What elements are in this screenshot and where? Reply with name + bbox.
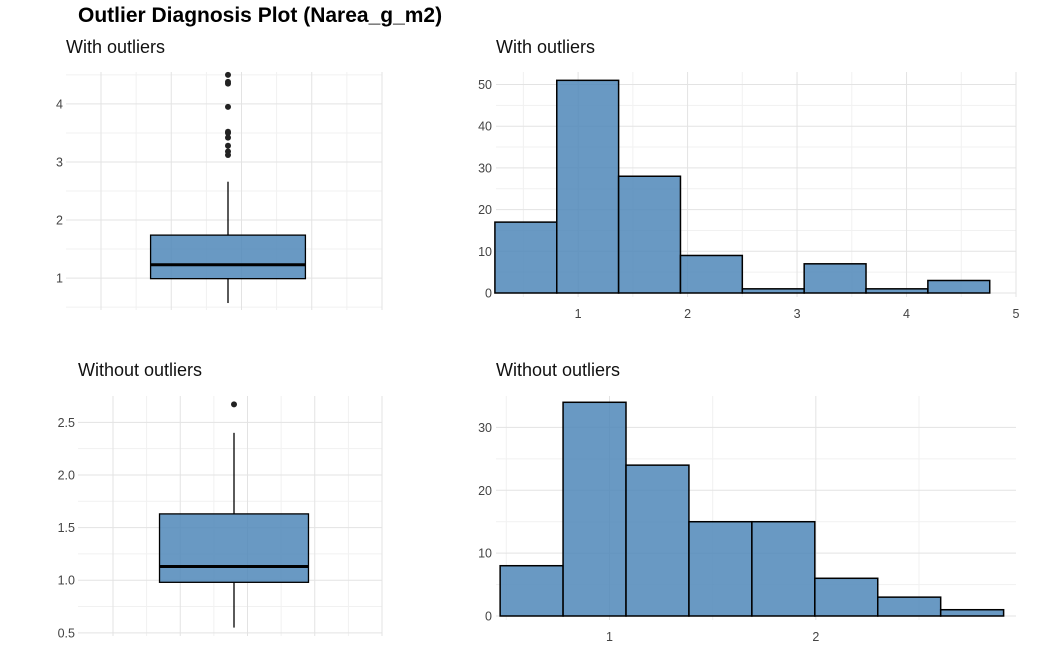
- y-tick-label: 10: [478, 245, 492, 259]
- boxplot-with-outliers-panel: 1 2 3 4 With outliers: [56, 37, 383, 310]
- outlier-point: [225, 128, 231, 135]
- histogram-bar: [865, 288, 929, 294]
- y-tick-label: 0: [485, 287, 492, 301]
- histogram-with-outliers-panel: 0 10 20 30 40 50 1 2 3 4 5 With outliers: [478, 37, 1019, 321]
- x-tick-label: 4: [903, 307, 910, 321]
- outlier-point: [225, 78, 231, 85]
- histogram-bar: [939, 608, 1005, 617]
- plot-area: 1 2 3 4: [56, 71, 383, 310]
- y-tick-label: 20: [478, 484, 492, 498]
- x-tick-label: 2: [812, 630, 819, 644]
- plot-area: 0 10 20 30 1 2: [478, 396, 1016, 644]
- panel-title: With outliers: [496, 37, 595, 57]
- histogram-bar: [927, 279, 991, 294]
- histogram-bar: [751, 520, 816, 617]
- panel-title: Without outliers: [78, 360, 202, 380]
- iqr-box: [158, 513, 310, 583]
- plot-area: 0 10 20 30 40 50 1 2 3 4 5: [478, 72, 1020, 321]
- iqr-box: [149, 234, 307, 280]
- y-tick-label: 0.5: [58, 626, 75, 640]
- histogram-bar: [499, 564, 564, 617]
- y-tick-label: 20: [478, 203, 492, 217]
- histogram-bar: [814, 577, 879, 617]
- histogram-bar: [679, 254, 744, 294]
- histogram-bar: [876, 596, 942, 617]
- histogram-bar: [494, 221, 558, 294]
- outlier-point: [225, 148, 231, 155]
- outlier-point: [225, 103, 231, 110]
- figure-title: Outlier Diagnosis Plot (Narea_g_m2): [78, 4, 442, 27]
- histogram-bar: [556, 79, 620, 294]
- y-tick-label: 10: [478, 547, 492, 561]
- y-tick-label: 1: [56, 272, 63, 286]
- y-tick-label: 40: [478, 120, 492, 134]
- x-tick-label: 1: [606, 630, 613, 644]
- boxplot-without-outliers-panel: 0.5 1.0 1.5 2.0 2.5 Without outliers: [58, 360, 383, 640]
- histogram-without-outliers-panel: 0 10 20 30 1 2 Without outliers: [478, 360, 1016, 644]
- y-tick-label: 2.0: [58, 468, 75, 482]
- histogram-bar: [741, 288, 805, 294]
- histogram-bar: [562, 401, 627, 617]
- panel-title: Without outliers: [496, 360, 620, 380]
- y-tick-label: 50: [478, 78, 492, 92]
- y-tick-label: 1.5: [58, 521, 75, 535]
- outlier-point: [225, 71, 231, 78]
- x-tick-label: 5: [1013, 307, 1020, 321]
- y-tick-label: 30: [478, 421, 492, 435]
- y-tick-label: 3: [56, 155, 63, 169]
- x-tick-label: 2: [684, 307, 691, 321]
- plot-area: 0.5 1.0 1.5 2.0 2.5: [58, 396, 383, 640]
- y-tick-label: 1.0: [58, 574, 75, 588]
- histogram-bar: [625, 464, 690, 617]
- y-tick-label: 2: [56, 214, 63, 228]
- y-tick-label: 2.5: [58, 416, 75, 430]
- y-tick-label: 4: [56, 97, 63, 111]
- outlier-point: [231, 401, 237, 408]
- y-tick-label: 30: [478, 161, 492, 175]
- x-tick-label: 1: [575, 307, 582, 321]
- outlier-point: [225, 142, 231, 149]
- x-tick-label: 3: [794, 307, 801, 321]
- outlier-point: [225, 134, 231, 141]
- panel-title: With outliers: [66, 37, 165, 57]
- histogram-bar: [803, 263, 867, 294]
- histogram-bar: [688, 520, 753, 617]
- histogram-bar: [617, 175, 682, 294]
- y-tick-label: 0: [485, 610, 492, 624]
